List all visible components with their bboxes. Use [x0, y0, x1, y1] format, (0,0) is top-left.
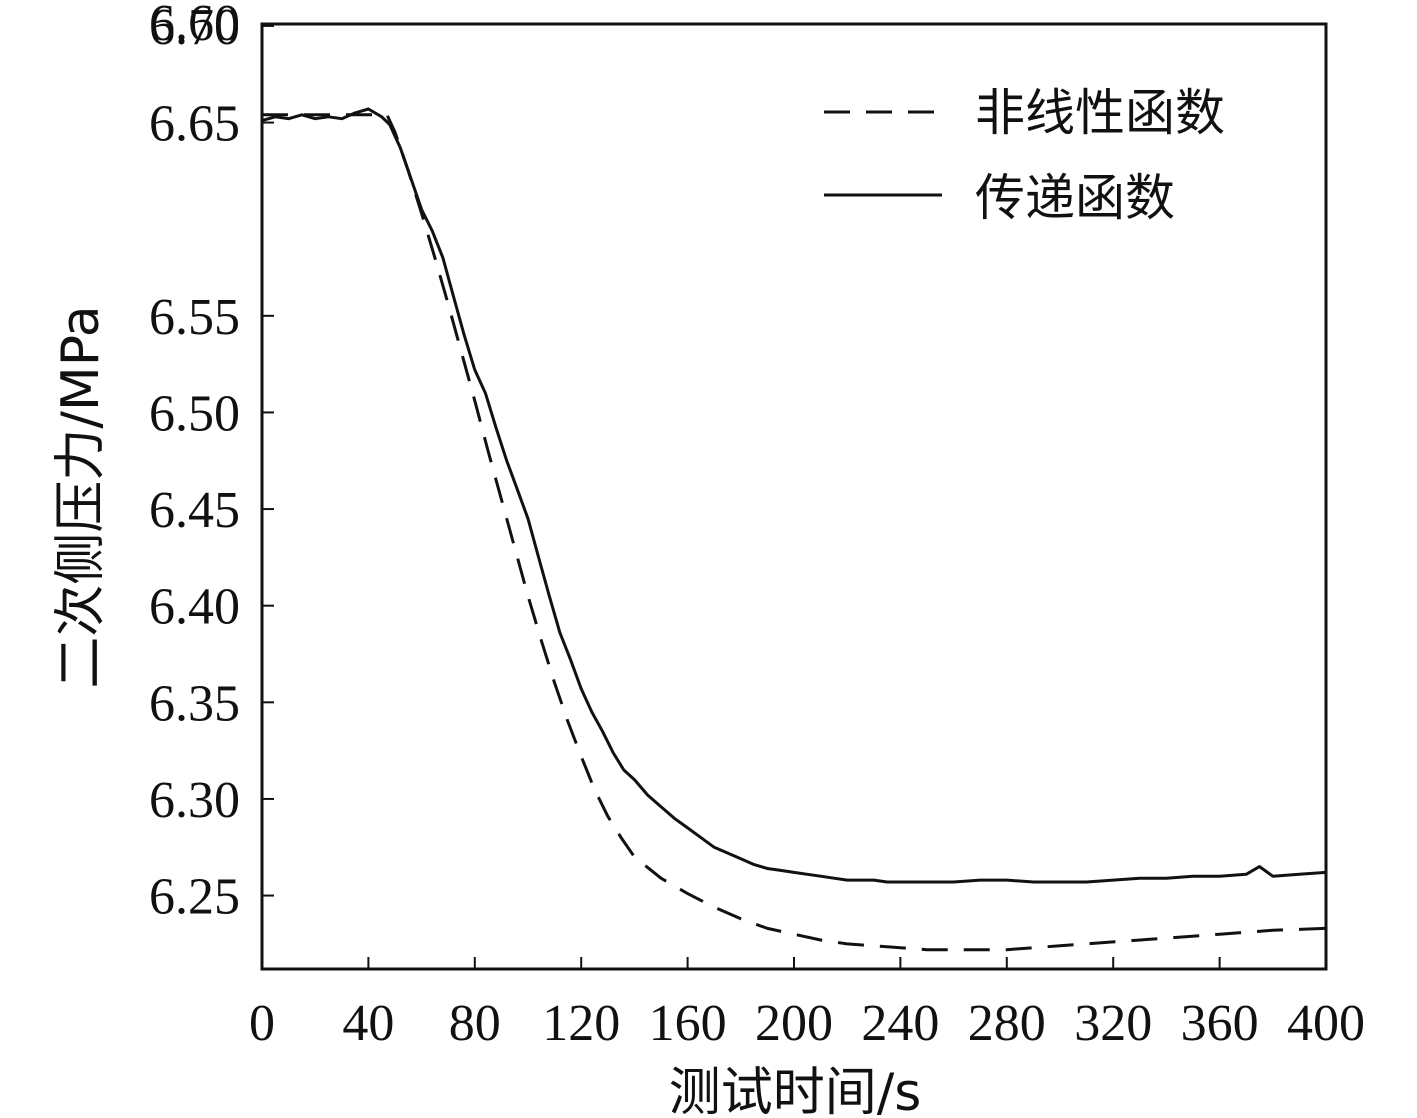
- x-tick-label: 160: [649, 995, 727, 1052]
- plot-area: [260, 22, 1328, 971]
- y-tick-label: 6.50: [149, 385, 240, 442]
- x-tick-label: 360: [1181, 995, 1259, 1052]
- legend-label-nonlinear: 非线性函数: [975, 84, 1225, 142]
- y-tick-label: 6.25: [149, 869, 240, 926]
- series-lines: [261, 107, 1327, 952]
- x-tick-label: 40: [342, 995, 394, 1052]
- plot-frame: [260, 22, 1328, 971]
- y-tick-label: 6.45: [149, 482, 240, 539]
- y-tick-label: 6.35: [149, 675, 240, 732]
- y-tick-label: 6.65: [149, 96, 240, 153]
- series-line-nonlinear: [262, 113, 1327, 952]
- x-axis-title: 测试时间/s: [669, 1063, 922, 1118]
- axis-ticks: 0 40 80 120 160 200 240 280 320 360 400 6.25 6.30 6.3…: [149, 0, 1365, 1052]
- x-tick-label: 80: [449, 995, 501, 1052]
- y-tick-label: 6.30: [149, 772, 240, 829]
- x-tick-label: 240: [861, 995, 939, 1052]
- y-axis-title: 二次侧压力/MPa: [51, 305, 111, 688]
- x-tick-label: 280: [968, 995, 1046, 1052]
- legend-label-transfer: 传递函数: [975, 169, 1175, 227]
- x-tick-label: 320: [1074, 995, 1152, 1052]
- y-tick-label: 6.55: [149, 289, 240, 346]
- legend: 非线性函数 传递函数: [824, 84, 1225, 227]
- x-tick-label: 0: [249, 995, 275, 1052]
- series-line-transfer: [261, 107, 1327, 884]
- x-tick-label: 400: [1287, 995, 1365, 1052]
- y-top-edge-label: 6.60: [149, 0, 240, 52]
- x-tick-label: 200: [755, 995, 833, 1052]
- y-tick-label: 6.70: [149, 0, 240, 56]
- y-tick-label: 6.40: [149, 579, 240, 636]
- x-tick-label: 120: [542, 995, 620, 1052]
